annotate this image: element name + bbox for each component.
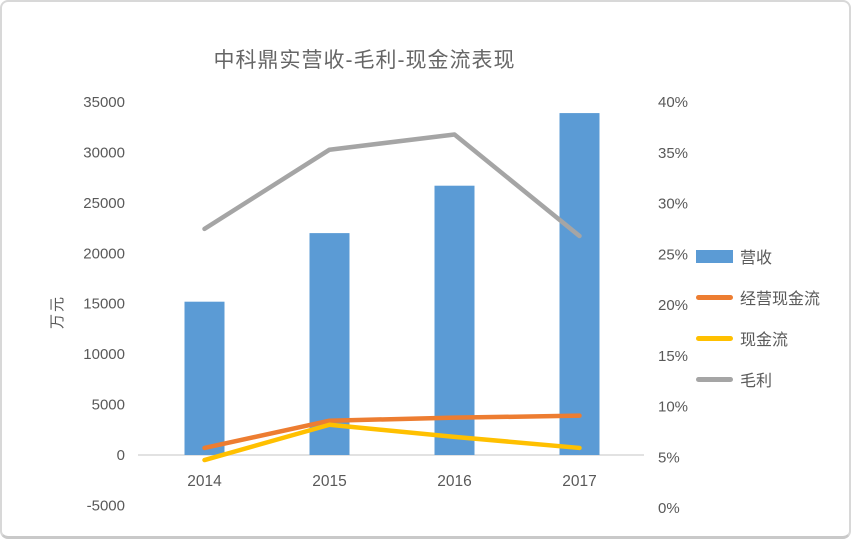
left-axis-tick: 5000 <box>92 397 125 414</box>
legend-label-revenue: 营收 <box>740 250 773 267</box>
right-axis-tick: 5% <box>658 449 680 466</box>
legend-label-operating-cash-flow: 经营现金流 <box>740 291 821 308</box>
legend-item-gross-margin: 毛利 <box>696 368 820 390</box>
x-axis-label: 2015 <box>312 473 346 490</box>
cash-flow-line <box>202 422 582 463</box>
right-axis-tick: 15% <box>658 348 688 365</box>
right-axis-tick: 35% <box>658 145 688 162</box>
right-axis-tick: 20% <box>658 297 688 314</box>
legend-swatch-cash-flow <box>696 335 733 341</box>
legend: 营收经营现金流现金流毛利 <box>696 245 820 390</box>
x-axis-label: 2014 <box>187 473 222 490</box>
gross-margin-line <box>202 132 582 239</box>
revenue-bar <box>184 301 225 455</box>
left-axis-tick: 20000 <box>83 245 125 262</box>
revenue-bar <box>309 233 350 455</box>
x-axis-label: 2016 <box>437 473 471 490</box>
legend-swatch-operating-cash-flow <box>696 294 733 300</box>
left-axis-tick: -5000 <box>87 497 125 514</box>
chart-title: 中科鼎实营收-毛利-现金流表现 <box>213 49 516 72</box>
legend-swatch-revenue <box>696 249 733 263</box>
legend-item-cash-flow: 现金流 <box>696 327 820 349</box>
operating-cash-flow-line <box>202 413 582 451</box>
right-axis-tick: 25% <box>658 246 688 263</box>
right-axis-tick: 40% <box>658 94 688 111</box>
right-axis-tick: 10% <box>658 399 688 416</box>
legend-swatch-gross-margin <box>696 376 733 382</box>
right-axis-tick: 0% <box>658 500 680 517</box>
left-axis-tick: 0 <box>117 447 125 464</box>
revenue-bar <box>434 185 475 455</box>
left-axis-tick: 25000 <box>83 195 125 212</box>
x-axis-label: 2017 <box>562 473 596 490</box>
right-axis-tick: 30% <box>658 196 688 213</box>
left-axis-tick: 30000 <box>83 144 125 161</box>
revenue-bar <box>559 113 600 456</box>
legend-label-gross-margin: 毛利 <box>740 373 773 390</box>
legend-item-revenue: 营收 <box>696 245 820 267</box>
legend-label-cash-flow: 现金流 <box>740 332 789 349</box>
left-axis-tick: 15000 <box>83 296 125 313</box>
left-axis-tick: 35000 <box>83 94 125 111</box>
left-axis-tick: 10000 <box>83 346 125 363</box>
legend-item-operating-cash-flow: 经营现金流 <box>696 286 820 308</box>
